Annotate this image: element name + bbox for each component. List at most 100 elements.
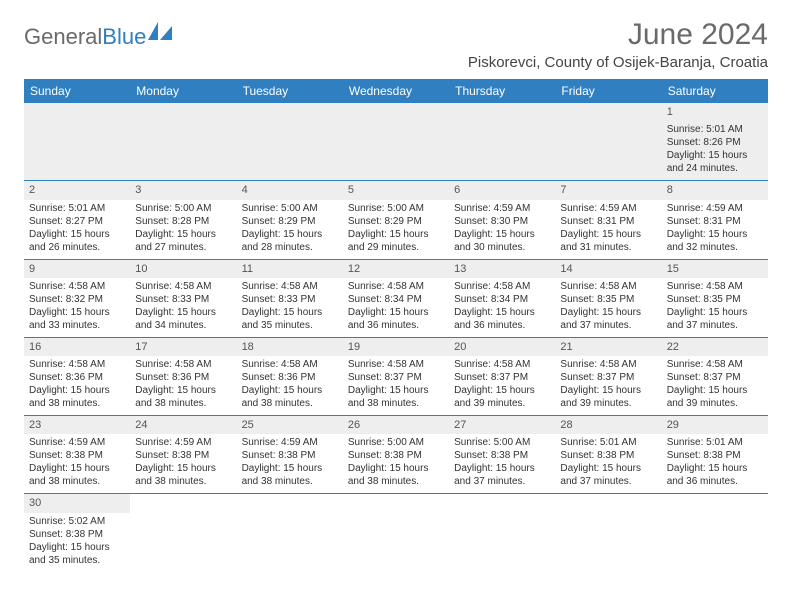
sunrise-line: Sunrise: 4:58 AM bbox=[667, 358, 763, 371]
day-number: 28 bbox=[555, 416, 661, 434]
calendar-cell: 13Sunrise: 4:58 AMSunset: 8:34 PMDayligh… bbox=[449, 259, 555, 337]
calendar-cell bbox=[662, 494, 768, 572]
calendar-cell: 30Sunrise: 5:02 AMSunset: 8:38 PMDayligh… bbox=[24, 494, 130, 572]
day-number: 19 bbox=[343, 338, 449, 356]
calendar-cell: 1Sunrise: 5:01 AMSunset: 8:26 PMDaylight… bbox=[662, 103, 768, 181]
daylight-line: Daylight: 15 hours and 30 minutes. bbox=[454, 228, 550, 254]
sunset-line: Sunset: 8:38 PM bbox=[29, 449, 125, 462]
calendar-cell: 9Sunrise: 4:58 AMSunset: 8:32 PMDaylight… bbox=[24, 259, 130, 337]
sunset-line: Sunset: 8:32 PM bbox=[29, 293, 125, 306]
daylight-line: Daylight: 15 hours and 31 minutes. bbox=[560, 228, 656, 254]
sunset-line: Sunset: 8:29 PM bbox=[348, 215, 444, 228]
daylight-line: Daylight: 15 hours and 36 minutes. bbox=[667, 462, 763, 488]
sunrise-line: Sunrise: 5:00 AM bbox=[135, 202, 231, 215]
calendar-cell: 24Sunrise: 4:59 AMSunset: 8:38 PMDayligh… bbox=[130, 416, 236, 494]
daylight-line: Daylight: 15 hours and 26 minutes. bbox=[29, 228, 125, 254]
calendar-cell bbox=[449, 494, 555, 572]
daylight-line: Daylight: 15 hours and 37 minutes. bbox=[667, 306, 763, 332]
sunset-line: Sunset: 8:34 PM bbox=[454, 293, 550, 306]
sunset-line: Sunset: 8:38 PM bbox=[348, 449, 444, 462]
sunrise-line: Sunrise: 5:00 AM bbox=[348, 202, 444, 215]
calendar-cell: 20Sunrise: 4:58 AMSunset: 8:37 PMDayligh… bbox=[449, 337, 555, 415]
day-number: 27 bbox=[449, 416, 555, 434]
sunrise-line: Sunrise: 5:00 AM bbox=[348, 436, 444, 449]
day-header: Sunday bbox=[24, 79, 130, 103]
daylight-line: Daylight: 15 hours and 37 minutes. bbox=[560, 462, 656, 488]
daylight-line: Daylight: 15 hours and 38 minutes. bbox=[135, 384, 231, 410]
sunrise-line: Sunrise: 4:59 AM bbox=[560, 202, 656, 215]
calendar-cell: 6 Sunrise: 4:59 AMSunset: 8:30 PMDaylight… bbox=[449, 181, 555, 259]
sunset-line: Sunset: 8:33 PM bbox=[135, 293, 231, 306]
day-number: 30 bbox=[24, 494, 130, 512]
sunrise-line: Sunrise: 5:01 AM bbox=[667, 436, 763, 449]
calendar-cell: 17Sunrise: 4:58 AMSunset: 8:36 PMDayligh… bbox=[130, 337, 236, 415]
day-number: 24 bbox=[130, 416, 236, 434]
sunset-line: Sunset: 8:38 PM bbox=[454, 449, 550, 462]
sunrise-line: Sunrise: 4:58 AM bbox=[348, 280, 444, 293]
sunset-line: Sunset: 8:30 PM bbox=[454, 215, 550, 228]
sunset-line: Sunset: 8:38 PM bbox=[667, 449, 763, 462]
calendar-cell bbox=[24, 103, 130, 181]
day-number: 6 bbox=[449, 181, 555, 199]
sunset-line: Sunset: 8:37 PM bbox=[560, 371, 656, 384]
logo: GeneralBlue bbox=[24, 24, 174, 50]
day-number: 8 bbox=[662, 181, 768, 199]
day-header: Tuesday bbox=[237, 79, 343, 103]
day-number: 23 bbox=[24, 416, 130, 434]
day-number: 5 bbox=[343, 181, 449, 199]
day-number: 11 bbox=[237, 260, 343, 278]
sunrise-line: Sunrise: 4:58 AM bbox=[242, 280, 338, 293]
sunset-line: Sunset: 8:38 PM bbox=[135, 449, 231, 462]
daylight-line: Daylight: 15 hours and 38 minutes. bbox=[135, 462, 231, 488]
sunset-line: Sunset: 8:36 PM bbox=[135, 371, 231, 384]
day-number: 10 bbox=[130, 260, 236, 278]
daylight-line: Daylight: 15 hours and 38 minutes. bbox=[29, 384, 125, 410]
location-label: Piskorevci, County of Osijek-Baranja, Cr… bbox=[468, 54, 768, 71]
day-number: 7 bbox=[555, 181, 661, 199]
daylight-line: Daylight: 15 hours and 36 minutes. bbox=[454, 306, 550, 332]
sunset-line: Sunset: 8:36 PM bbox=[242, 371, 338, 384]
calendar-cell bbox=[343, 103, 449, 181]
day-number: 17 bbox=[130, 338, 236, 356]
calendar-week: 9Sunrise: 4:58 AMSunset: 8:32 PMDaylight… bbox=[24, 259, 768, 337]
sunrise-line: Sunrise: 5:00 AM bbox=[242, 202, 338, 215]
daylight-line: Daylight: 15 hours and 24 minutes. bbox=[667, 149, 763, 175]
month-title: June 2024 bbox=[468, 18, 768, 52]
title-block: June 2024 Piskorevci, County of Osijek-B… bbox=[468, 18, 768, 71]
day-number: 16 bbox=[24, 338, 130, 356]
daylight-line: Daylight: 15 hours and 39 minutes. bbox=[667, 384, 763, 410]
logo-text-2: Blue bbox=[102, 24, 146, 50]
sunset-line: Sunset: 8:38 PM bbox=[242, 449, 338, 462]
sunset-line: Sunset: 8:27 PM bbox=[29, 215, 125, 228]
sunrise-line: Sunrise: 4:59 AM bbox=[29, 436, 125, 449]
sunrise-line: Sunrise: 4:59 AM bbox=[454, 202, 550, 215]
sunrise-line: Sunrise: 4:58 AM bbox=[454, 280, 550, 293]
calendar-cell: 3Sunrise: 5:00 AMSunset: 8:28 PMDaylight… bbox=[130, 181, 236, 259]
sunrise-line: Sunrise: 4:58 AM bbox=[135, 280, 231, 293]
sunrise-line: Sunrise: 4:59 AM bbox=[242, 436, 338, 449]
calendar-cell: 25Sunrise: 4:59 AMSunset: 8:38 PMDayligh… bbox=[237, 416, 343, 494]
sunset-line: Sunset: 8:35 PM bbox=[667, 293, 763, 306]
calendar-cell: 5Sunrise: 5:00 AMSunset: 8:29 PMDaylight… bbox=[343, 181, 449, 259]
sunrise-line: Sunrise: 4:58 AM bbox=[348, 358, 444, 371]
calendar-week: 1Sunrise: 5:01 AMSunset: 8:26 PMDaylight… bbox=[24, 103, 768, 181]
day-header: Friday bbox=[555, 79, 661, 103]
day-number: 15 bbox=[662, 260, 768, 278]
calendar-week: 30Sunrise: 5:02 AMSunset: 8:38 PMDayligh… bbox=[24, 494, 768, 572]
calendar-cell bbox=[555, 494, 661, 572]
daylight-line: Daylight: 15 hours and 38 minutes. bbox=[348, 384, 444, 410]
calendar-cell bbox=[237, 103, 343, 181]
calendar-week: 16Sunrise: 4:58 AMSunset: 8:36 PMDayligh… bbox=[24, 337, 768, 415]
sunrise-line: Sunrise: 4:58 AM bbox=[560, 280, 656, 293]
day-number: 20 bbox=[449, 338, 555, 356]
sunset-line: Sunset: 8:36 PM bbox=[29, 371, 125, 384]
daylight-line: Daylight: 15 hours and 27 minutes. bbox=[135, 228, 231, 254]
sunset-line: Sunset: 8:37 PM bbox=[454, 371, 550, 384]
calendar-cell: 27Sunrise: 5:00 AMSunset: 8:38 PMDayligh… bbox=[449, 416, 555, 494]
calendar-cell: 26Sunrise: 5:00 AMSunset: 8:38 PMDayligh… bbox=[343, 416, 449, 494]
daylight-line: Daylight: 15 hours and 35 minutes. bbox=[29, 541, 125, 567]
daylight-line: Daylight: 15 hours and 38 minutes. bbox=[242, 384, 338, 410]
calendar-week: 2Sunrise: 5:01 AMSunset: 8:27 PMDaylight… bbox=[24, 181, 768, 259]
calendar-cell: 16Sunrise: 4:58 AMSunset: 8:36 PMDayligh… bbox=[24, 337, 130, 415]
sunrise-line: Sunrise: 5:02 AM bbox=[29, 515, 125, 528]
